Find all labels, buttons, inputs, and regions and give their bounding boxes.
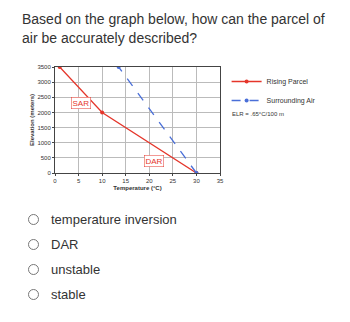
svg-text:500: 500 xyxy=(41,155,52,161)
svg-text:SAR: SAR xyxy=(73,99,90,108)
svg-text:30: 30 xyxy=(193,178,200,184)
svg-text:Rising Parcel: Rising Parcel xyxy=(267,78,309,86)
svg-text:DAR: DAR xyxy=(146,157,163,166)
svg-text:1500: 1500 xyxy=(37,125,51,131)
svg-text:Temperature (°C): Temperature (°C) xyxy=(113,185,161,191)
svg-text:Surrounding Air: Surrounding Air xyxy=(267,97,316,105)
svg-text:3000: 3000 xyxy=(37,79,51,85)
svg-text:5: 5 xyxy=(77,178,81,184)
html-text:stable: stable xyxy=(51,287,86,302)
svg-text:0: 0 xyxy=(47,170,51,176)
svg-text:10: 10 xyxy=(99,178,106,184)
svg-text:1000: 1000 xyxy=(37,140,51,146)
svg-text:25: 25 xyxy=(170,178,177,184)
svg-text:0: 0 xyxy=(53,178,57,184)
html-text:unstable: unstable xyxy=(51,262,101,277)
html-text:Based on the graph below, how: Based on the graph below, how can the pa… xyxy=(22,11,325,46)
svg-text:2500: 2500 xyxy=(37,94,51,100)
html-text:temperature inversion: temperature inversion xyxy=(51,212,177,227)
svg-text:20: 20 xyxy=(146,178,153,184)
svg-text:3500: 3500 xyxy=(37,64,51,70)
svg-text:Elevation (meters): Elevation (meters) xyxy=(29,94,35,146)
svg-text:ELR = .65°C/100 m: ELR = .65°C/100 m xyxy=(232,111,284,117)
svg-text:35: 35 xyxy=(217,178,224,184)
svg-text:15: 15 xyxy=(122,178,129,184)
svg-text:2000: 2000 xyxy=(37,110,51,116)
html-text:DAR: DAR xyxy=(51,237,79,252)
